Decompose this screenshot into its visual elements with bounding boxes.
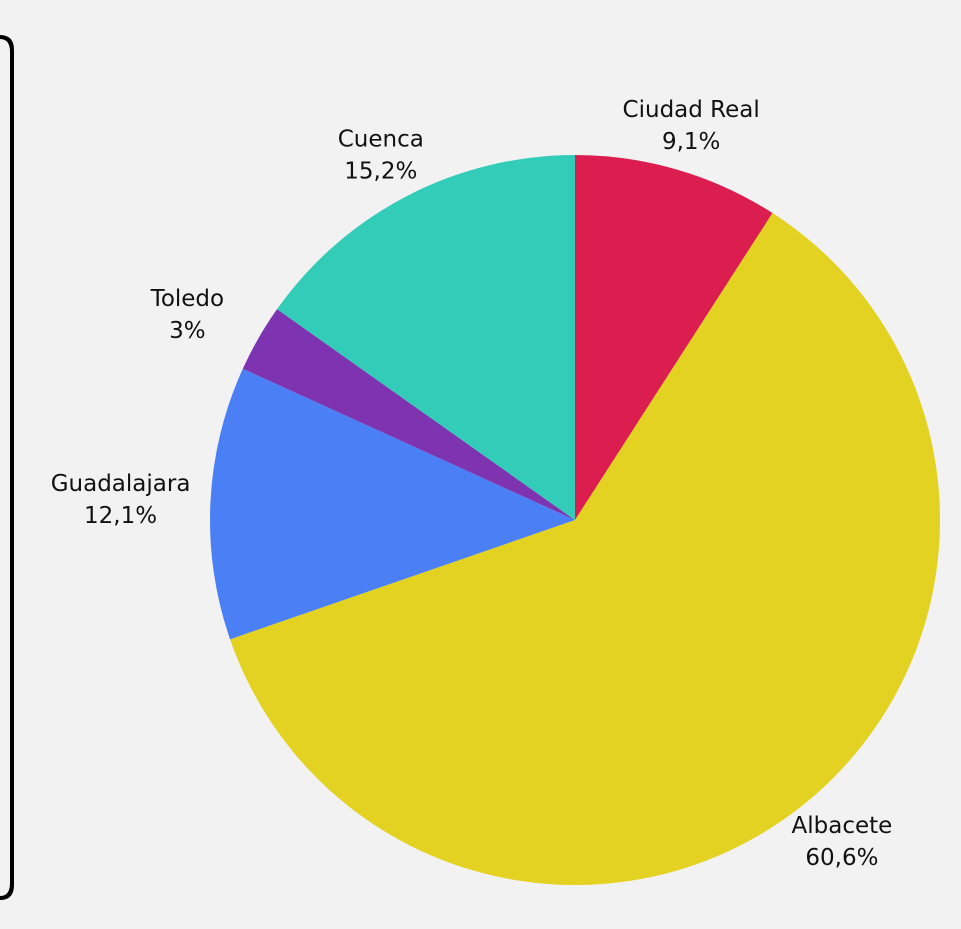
pie-slice: [575, 155, 773, 520]
slice-value-label: 15,2%: [344, 158, 417, 184]
pie-slice: [209, 368, 575, 640]
slice-label: Guadalajara: [51, 471, 191, 497]
pie-slice: [242, 309, 575, 520]
slice-label: Albacete: [792, 813, 893, 839]
slice-label: Toledo: [150, 286, 224, 312]
slice-value-label: 60,6%: [805, 845, 878, 871]
slice-value-label: 9,1%: [662, 129, 720, 155]
pie-slice: [277, 155, 575, 520]
slice-label: Ciudad Real: [623, 97, 760, 123]
side-panel: [0, 39, 10, 896]
slice-value-label: 3%: [169, 318, 206, 344]
pie-slice: [230, 213, 940, 885]
slice-label: Cuenca: [338, 126, 424, 152]
slice-value-label: 12,1%: [84, 503, 157, 529]
